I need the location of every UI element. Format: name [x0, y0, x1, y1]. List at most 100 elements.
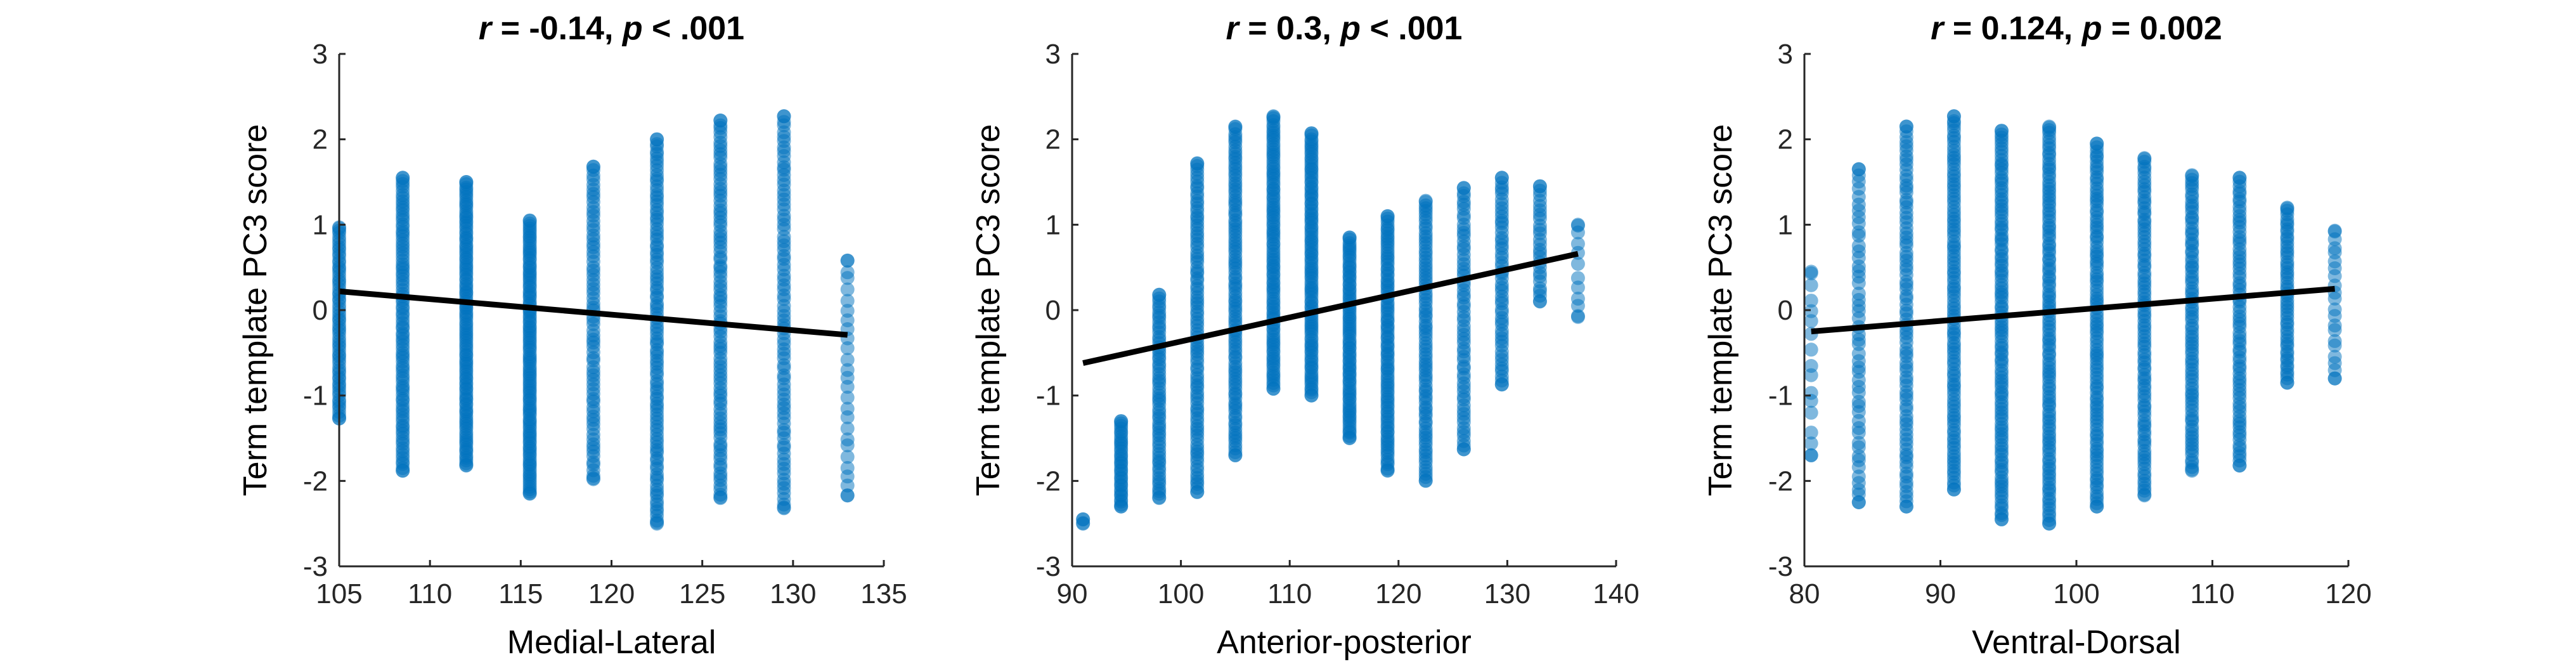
data-point	[1342, 230, 1357, 245]
data-point	[1304, 388, 1319, 403]
title-segment: < .001	[1361, 10, 1462, 47]
x-tick-label: 120	[2325, 578, 2371, 609]
x-tick-label: 125	[679, 578, 725, 609]
data-point	[713, 114, 728, 127]
y-tick-label: 3	[1045, 39, 1061, 70]
data-point	[1190, 156, 1205, 171]
data-point	[2137, 488, 2152, 503]
data-point	[1804, 386, 1818, 400]
y-tick-label: 3	[313, 39, 328, 70]
data-point	[1851, 286, 1866, 301]
data-point	[1228, 119, 1243, 134]
data-point	[1899, 119, 1913, 134]
y-tick-label: -2	[1768, 465, 1793, 497]
data-point	[2185, 168, 2199, 183]
data-point	[1532, 294, 1547, 309]
data-points	[1076, 109, 1585, 531]
data-point	[840, 265, 855, 280]
regression-line	[339, 288, 848, 338]
title-segment: < .001	[643, 10, 744, 47]
data-point	[1494, 171, 1509, 185]
data-point	[586, 159, 600, 174]
data-point	[1380, 464, 1395, 478]
data-point	[777, 501, 791, 516]
data-point	[459, 459, 474, 473]
x-tick-label: 110	[2190, 578, 2234, 609]
data-point	[1418, 193, 1433, 208]
data-point	[2185, 464, 2199, 478]
title-segment: = 0.124,	[1943, 10, 2081, 47]
data-point	[396, 464, 410, 478]
data-point	[522, 486, 537, 501]
scatter-panel-anterior-posterior: 90 100 110 120 130 140 -3 -2 -1 0 1 2 3 Anterior-post…	[970, 10, 1640, 661]
data-point	[1570, 271, 1585, 285]
data-point	[1851, 238, 1866, 253]
x-tick-label: 110	[1267, 578, 1312, 609]
data-point	[840, 390, 855, 405]
data-point	[1899, 499, 1913, 514]
data-point	[1804, 359, 1818, 373]
x-tick-label: 120	[588, 578, 635, 609]
title-segment: r	[479, 10, 493, 47]
title-segment: = -0.14,	[491, 10, 623, 47]
x-axis-label: Medial-Lateral	[507, 624, 716, 661]
data-point	[2327, 334, 2342, 348]
x-tick-label: 100	[1158, 578, 1204, 609]
data-point	[1570, 291, 1585, 306]
data-point	[1851, 436, 1866, 450]
data-point	[2327, 302, 2342, 316]
data-point	[586, 472, 600, 486]
data-point	[459, 175, 474, 189]
scatter-panel-medial-lateral: 105 110 115 120 125 130 135 -3 -2 -1 0 1 2 3 Medial-La…	[237, 10, 907, 661]
title-segment: = 0.002	[2102, 10, 2222, 47]
data-points	[1804, 109, 2342, 531]
y-tick-label: -3	[1768, 551, 1793, 582]
title-segment: p	[2081, 10, 2102, 47]
title-segment: p	[621, 10, 643, 47]
y-tick-label: 1	[1045, 209, 1061, 240]
data-point	[1076, 512, 1091, 526]
data-point	[840, 341, 855, 355]
data-point	[840, 488, 855, 503]
data-point	[1570, 218, 1585, 232]
data-point	[1570, 309, 1585, 324]
data-point	[777, 109, 791, 124]
data-point	[1266, 381, 1281, 396]
data-point	[2280, 375, 2294, 390]
x-tick-label: 110	[408, 578, 452, 609]
data-point	[1851, 495, 1866, 509]
y-tick-label: 1	[1778, 209, 1793, 240]
data-point	[1995, 512, 2009, 526]
data-point	[2327, 223, 2342, 238]
data-point	[2090, 136, 2104, 151]
data-point	[1804, 405, 1818, 420]
chart-title: r = 0.3, p < .001	[1226, 10, 1463, 47]
y-tick-label: 0	[1045, 295, 1061, 326]
x-tick-label: 120	[1375, 578, 1421, 609]
data-point	[2232, 459, 2247, 473]
y-tick-label: -1	[1768, 381, 1793, 412]
y-tick-label: 3	[1778, 39, 1793, 70]
y-tick-label: -1	[303, 381, 328, 412]
regression-line	[1811, 285, 2335, 335]
data-point	[1380, 209, 1395, 223]
y-tick-label: -2	[1036, 465, 1061, 497]
x-axis-label: Anterior-posterior	[1217, 624, 1472, 661]
data-point	[840, 401, 855, 416]
data-point	[1152, 491, 1167, 505]
data-point	[1304, 126, 1319, 141]
data-point	[2042, 119, 2057, 134]
y-tick-label: -3	[303, 551, 328, 582]
title-segment: r	[1226, 10, 1241, 47]
regression-line	[1082, 251, 1579, 366]
data-point	[2327, 349, 2342, 364]
chart-title: r = 0.124, p = 0.002	[1931, 10, 2222, 47]
data-point	[2137, 151, 2152, 166]
data-point	[840, 450, 855, 464]
y-tick-label: -1	[1036, 381, 1061, 412]
x-tick-label: 105	[316, 578, 362, 609]
data-point	[2327, 371, 2342, 386]
data-point	[1456, 442, 1471, 457]
scatter-panel-ventral-dorsal: 80 90 100 110 120 -3 -2 -1 0 1 2 3 Ventral-Dorsal Ter…	[1702, 10, 2372, 661]
